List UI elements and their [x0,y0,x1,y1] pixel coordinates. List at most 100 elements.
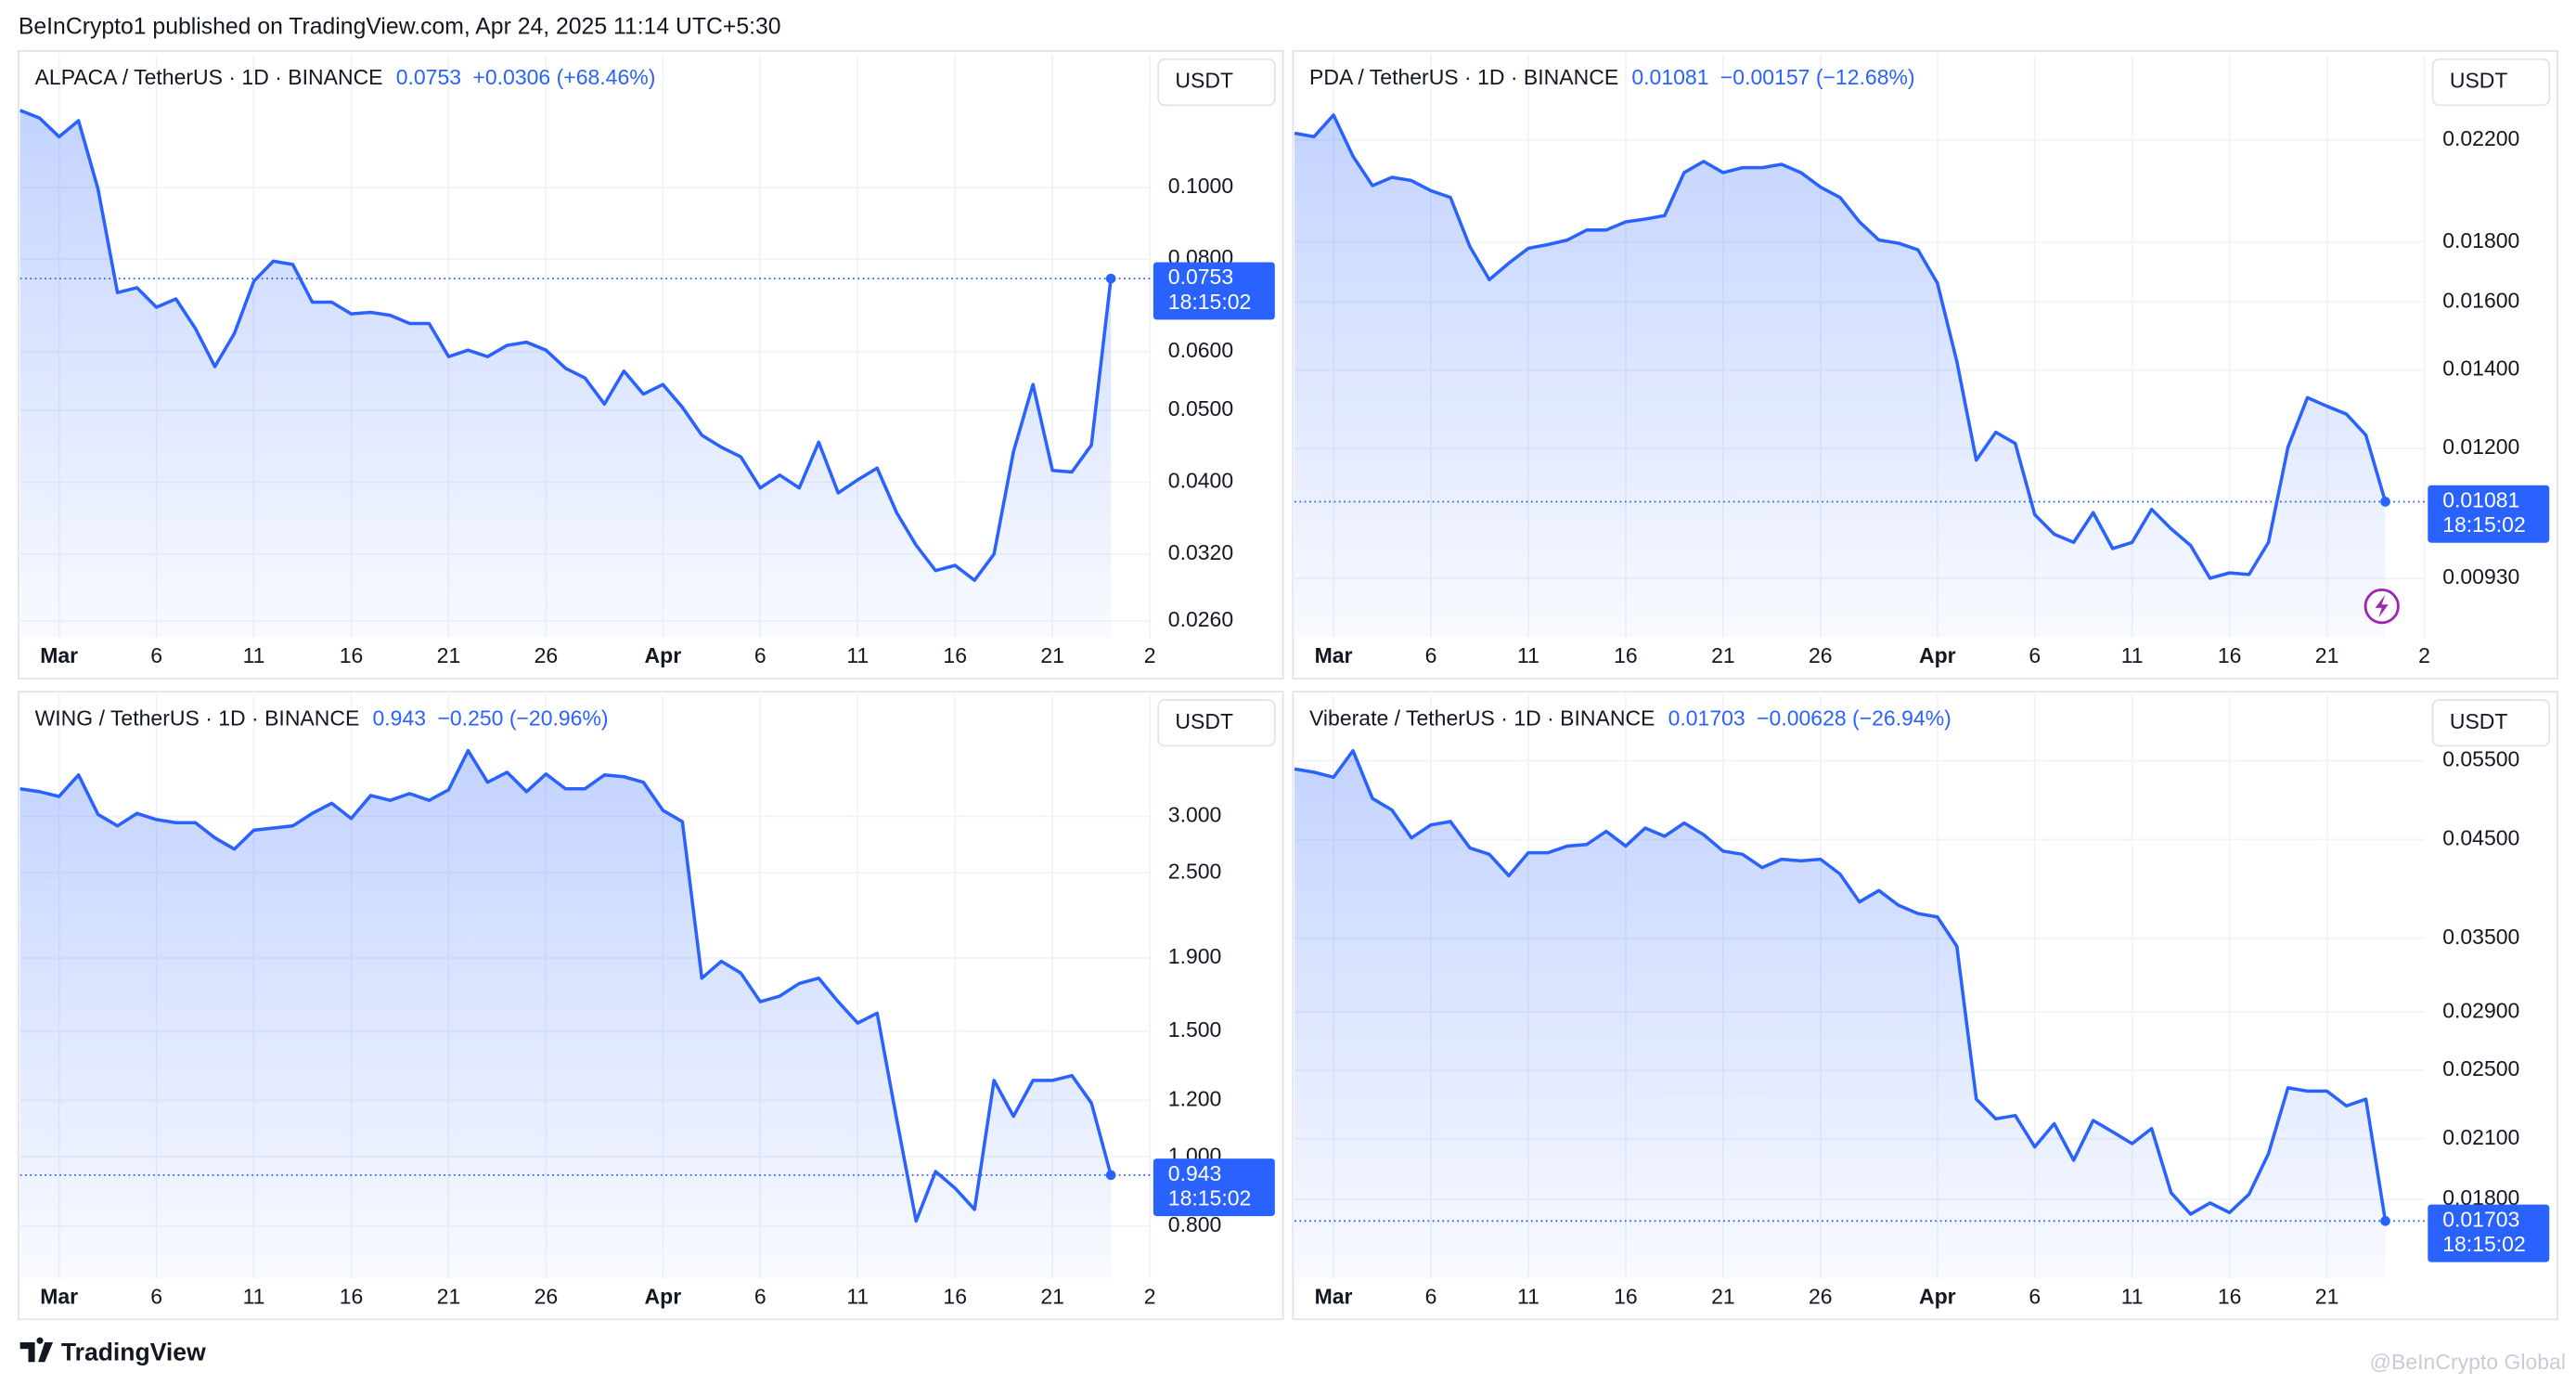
x-tick-label: 11 [846,643,869,667]
unit-button [2431,58,2551,107]
last-point [1105,1170,1116,1181]
y-tick-label: 0.0500 [1168,396,1233,421]
x-tick-label: 6 [2029,643,2041,667]
y-tick-label: 0.02100 [2442,1125,2519,1149]
last-point [2380,497,2390,507]
y-tick-label: 0.01400 [2442,356,2519,381]
x-tick-label: 11 [243,1284,265,1308]
x-tick-label: 6 [1425,643,1437,667]
chart-title: ALPACA / TetherUS · 1D · BINANCE [35,65,383,89]
x-tick-label: 16 [1614,643,1638,667]
last-point [1105,273,1116,284]
y-tick-label: 0.04500 [2442,825,2519,849]
price-badge [2428,1204,2550,1262]
price-badge-value: 0.01081 [2442,488,2519,512]
x-tick-label: 11 [1517,643,1539,667]
y-tick-label: 0.0260 [1168,607,1233,631]
area [19,110,1112,638]
price-line [1294,748,2388,1222]
x-tick-label: 2 [2418,643,2430,667]
y-tick-label: 3.000 [1168,803,1222,827]
price-badge [1153,262,1275,320]
x-tick-label: Apr [645,1284,682,1308]
x-tick-label: 6 [1425,1284,1437,1308]
x-tick-label: 11 [846,1284,869,1308]
x-tick-label: 26 [1809,643,1833,667]
x-tick-label: 26 [535,1284,559,1308]
x-tick-label: Apr [1919,643,1956,667]
x-tick-label: 11 [243,643,265,667]
header-change: +0.0306 (+68.46%) [472,65,655,89]
y-tick-label: 0.01600 [2442,288,2519,312]
y-tick-label: 1.200 [1168,1086,1222,1110]
y-tick-label: 0.02900 [2442,998,2519,1022]
unit-button [2431,699,2551,747]
x-tick-label: 26 [535,643,559,667]
x-tick-label: 11 [2121,1284,2144,1308]
header-price: 0.01081 [1631,65,1708,89]
x-tick-label: 16 [1614,1284,1638,1308]
x-tick-label: Mar [40,1284,78,1308]
x-tick-label: 21 [1040,1284,1064,1308]
x-tick-label: Mar [1315,643,1353,667]
x-tick-label: 21 [1711,643,1735,667]
x-tick-label: 6 [150,1284,162,1308]
price-badge-value: 0.943 [1168,1161,1222,1185]
x-tick-label: 6 [2029,1284,2041,1308]
header-change: −0.250 (−20.96%) [437,705,608,730]
price-badge-value: 0.01703 [2442,1207,2519,1231]
price-badge [2428,485,2550,543]
header-price: 0.01703 [1668,705,1745,730]
price-badge-time: 18:15:02 [2442,512,2526,537]
x-tick-label: Mar [40,643,78,667]
x-tick-label: 2 [1144,643,1156,667]
x-tick-label: 21 [2315,643,2339,667]
y-tick-label: 0.02200 [2442,126,2519,150]
charts: 0.10000.08000.06000.05000.04000.03200.02… [18,54,2551,1308]
x-tick-label: 2 [1144,1284,1156,1308]
x-tick-label: Apr [645,643,682,667]
x-tick-label: 11 [1517,1284,1539,1308]
x-tick-label: 21 [437,643,461,667]
y-tick-label: 0.0400 [1168,469,1233,493]
y-tick-label: 0.02500 [2442,1056,2519,1081]
unit-label: USDT [2450,709,2508,733]
header-price: 0.0753 [396,65,461,89]
price-line [19,748,1113,1223]
watermark: @BeInCrypto Global [2370,1350,2566,1374]
last-point [2380,1216,2390,1226]
x-tick-label: 21 [437,1284,461,1308]
unit-button [1157,699,1276,747]
x-tick-label: 21 [1711,1284,1735,1308]
price-badge [1153,1158,1275,1217]
x-tick-label: 16 [2218,643,2242,667]
y-tick-label: 0.01800 [2442,228,2519,252]
x-tick-label: 11 [2121,643,2144,667]
unit-label: USDT [1175,69,1233,93]
alert-icon [2363,588,2400,625]
y-tick-label: 0.0600 [1168,338,1233,362]
unit-button [1157,58,1276,107]
chart-title: WING / TetherUS · 1D · BINANCE [35,705,360,730]
x-tick-label: 6 [754,643,766,667]
area [1294,750,2386,1278]
x-tick-label: 26 [1809,1284,1833,1308]
y-tick-label: 0.03500 [2442,925,2519,949]
price-badge-time: 18:15:02 [1168,290,1252,314]
x-tick-label: 6 [754,1284,766,1308]
price-badge-time: 18:15:02 [2442,1232,2526,1256]
x-tick-label: 6 [150,643,162,667]
x-tick-label: Mar [1315,1284,1353,1308]
price-line [19,109,1113,582]
header-price: 0.943 [373,705,427,730]
y-tick-label: 0.00930 [2442,564,2519,589]
price-badge-value: 0.0753 [1168,265,1233,289]
x-tick-label: 16 [2218,1284,2242,1308]
area [1294,114,2386,638]
area [19,750,1112,1278]
x-tick-label: 21 [2315,1284,2339,1308]
x-tick-label: 16 [943,1284,967,1308]
header-change: −0.00157 (−12.68%) [1720,65,1915,89]
price-line [1294,113,2388,580]
